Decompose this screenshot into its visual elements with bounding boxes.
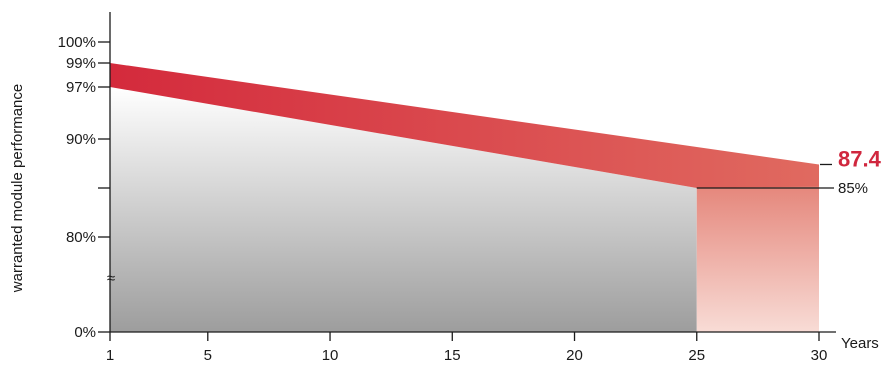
x-axis-label: Years bbox=[841, 335, 879, 352]
y-tick-label: 97% bbox=[66, 79, 96, 96]
y-tick-label: 90% bbox=[66, 131, 96, 148]
axis-break-icon: ≈ bbox=[107, 270, 115, 287]
x-tick-label: 30 bbox=[811, 347, 828, 364]
x-tick-label: 1 bbox=[106, 347, 114, 364]
y-axis-label: warranted module performance bbox=[9, 84, 26, 293]
y-ticks: 100% 99% 97% 90% 80% 0% bbox=[58, 34, 110, 341]
y-tick-label: 0% bbox=[74, 324, 96, 341]
x-tick-label: 25 bbox=[688, 347, 705, 364]
annotation-87-4-label: 87.4 bbox=[838, 146, 882, 171]
x-tick-label: 5 bbox=[204, 347, 212, 364]
y-tick-label: 100% bbox=[58, 34, 96, 51]
x-tick-label: 10 bbox=[322, 347, 339, 364]
guaranteed-area bbox=[110, 87, 697, 332]
annotation-85-label: 85% bbox=[838, 180, 868, 197]
x-tick-label: 20 bbox=[566, 347, 583, 364]
y-tick-label: 80% bbox=[66, 229, 96, 246]
x-tick-label: 15 bbox=[444, 347, 461, 364]
warranty-band bbox=[110, 63, 819, 188]
extended-area bbox=[696, 164, 819, 332]
x-ticks: 1 5 10 15 20 25 30 bbox=[106, 332, 828, 364]
y-tick-label: 99% bbox=[66, 55, 96, 72]
